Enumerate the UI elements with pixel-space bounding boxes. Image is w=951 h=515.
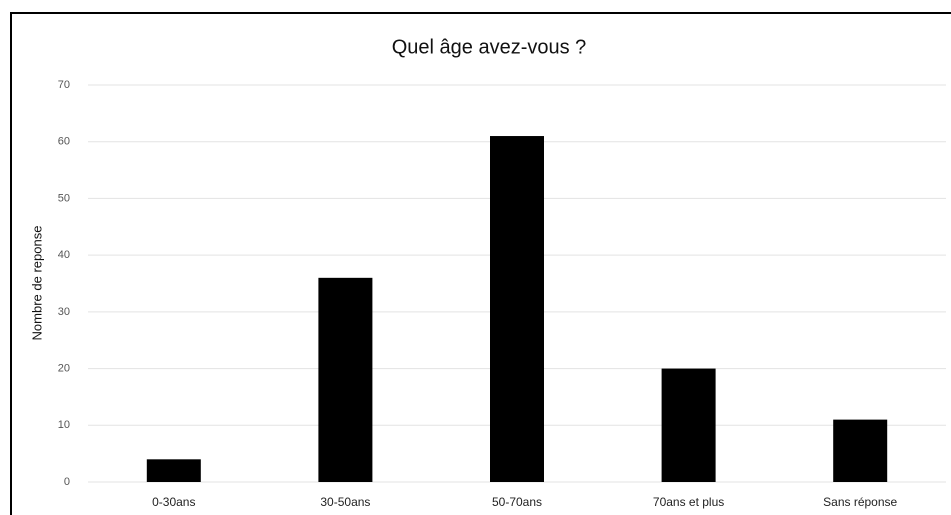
x-tick-label: 70ans et plus	[653, 495, 724, 509]
y-tick-label: 60	[58, 136, 70, 148]
bar	[661, 368, 716, 482]
x-tick-label: 50-70ans	[492, 495, 542, 509]
y-tick-label: 40	[58, 249, 70, 261]
y-tick-label: 20	[58, 362, 70, 374]
chart-title: Quel âge avez-vous ?	[392, 36, 587, 58]
y-tick-label: 70	[58, 79, 70, 91]
x-tick-label: 0-30ans	[152, 495, 195, 509]
bar	[490, 136, 544, 483]
y-tick-label: 0	[64, 476, 70, 488]
x-tick-label: Sans réponse	[823, 495, 897, 509]
y-axis-label: Nombre de reponse	[29, 226, 44, 341]
chart-frame	[10, 12, 951, 515]
bar	[318, 277, 373, 482]
y-tick-label: 50	[58, 192, 70, 204]
y-tick-label: 30	[58, 306, 70, 318]
bar	[833, 419, 888, 482]
x-tick-label: 30-50ans	[320, 495, 370, 509]
bar	[146, 459, 201, 482]
y-tick-label: 10	[58, 419, 70, 431]
